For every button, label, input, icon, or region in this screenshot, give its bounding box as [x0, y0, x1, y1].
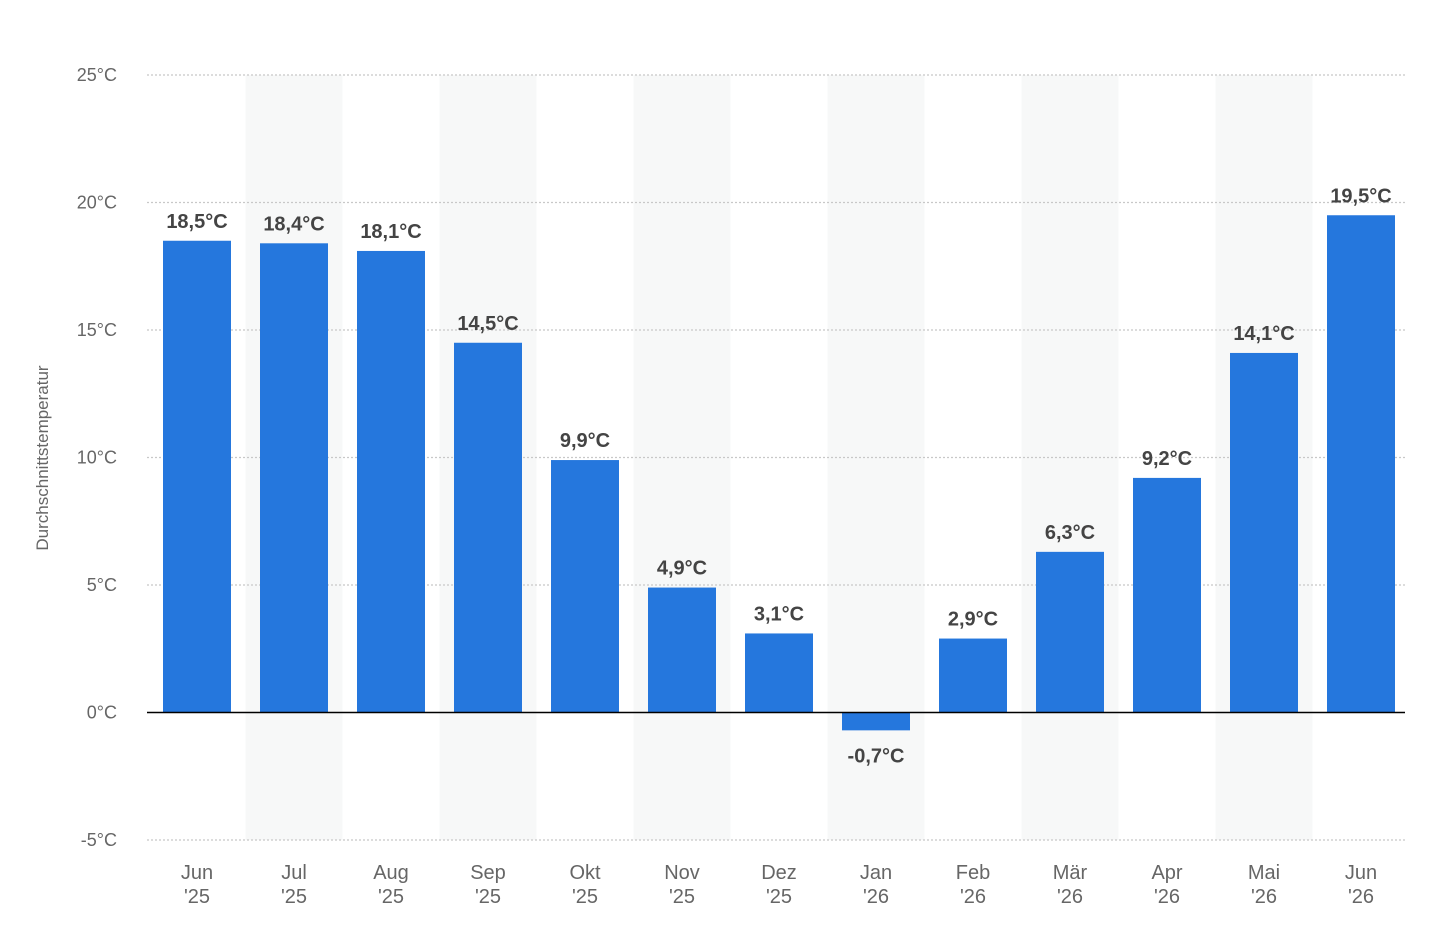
value-label-1: 18,4°C	[263, 213, 324, 235]
value-label-0: 18,5°C	[166, 211, 227, 233]
value-label-7: -0,7°C	[848, 745, 905, 767]
bar-5	[648, 587, 716, 713]
bar-6	[745, 633, 813, 713]
x-tick-label-4: Okt '25	[569, 862, 601, 908]
value-label-3: 14,5°C	[457, 313, 518, 335]
x-tick-label-7: Jan '26	[860, 862, 892, 908]
value-label-9: 6,3°C	[1045, 522, 1095, 544]
x-tick-label-2: Aug '25	[373, 862, 409, 908]
value-label-2: 18,1°C	[360, 221, 421, 243]
x-tick-label-10: Apr '26	[1151, 862, 1182, 908]
bar-0	[163, 240, 231, 713]
value-label-5: 4,9°C	[657, 558, 707, 580]
x-tick-label-11: Mai '26	[1248, 862, 1280, 908]
bar-value-labels: 18,5°C 18,4°C 18,1°C 14,5°C 9,9°C 4,9°C 3,1°C -…	[166, 185, 1391, 767]
value-label-10: 9,2°C	[1142, 448, 1192, 470]
x-tick-label-3: Sep '25	[470, 862, 506, 908]
y-tick-label-6: -5°C	[81, 830, 117, 850]
value-label-12: 19,5°C	[1330, 185, 1391, 207]
value-label-4: 9,9°C	[560, 430, 610, 452]
bar-8	[939, 638, 1007, 713]
x-tick-label-0: Jun '25	[181, 862, 213, 908]
y-tick-label-4: 5°C	[87, 575, 117, 595]
value-label-11: 14,1°C	[1233, 323, 1294, 345]
bar-3	[454, 342, 522, 713]
x-tick-label-5: Nov '25	[664, 862, 700, 908]
y-axis-tick-labels: 25°C 20°C 15°C 10°C 5°C 0°C -5°C	[77, 65, 117, 850]
bars	[163, 215, 1395, 731]
y-tick-label-0: 25°C	[77, 65, 117, 85]
x-tick-label-6: Dez '25	[761, 862, 797, 908]
value-label-6: 3,1°C	[754, 603, 804, 625]
bar-4	[551, 460, 619, 713]
x-tick-label-12: Jun '26	[1345, 862, 1377, 908]
bar-10	[1133, 477, 1201, 713]
bar-11	[1230, 352, 1298, 713]
x-tick-label-1: Jul '25	[281, 862, 307, 908]
bar-12	[1327, 215, 1395, 713]
y-tick-label-1: 20°C	[77, 193, 117, 213]
y-tick-label-3: 10°C	[77, 448, 117, 468]
y-tick-label-5: 0°C	[87, 703, 117, 723]
bar-2	[357, 250, 425, 713]
value-label-8: 2,9°C	[948, 609, 998, 631]
x-axis-tick-labels: Jun '25 Jul '25 Aug '25 Sep '25 Okt '25 Nov '25 Dez '…	[181, 862, 1377, 908]
x-tick-label-8: Feb '26	[956, 862, 990, 908]
x-tick-label-9: Mär '26	[1053, 862, 1088, 908]
bar-7	[842, 712, 910, 731]
y-tick-label-2: 15°C	[77, 320, 117, 340]
bar-1	[260, 243, 328, 713]
bar-9	[1036, 551, 1104, 713]
y-axis-title: Durchschnittstemperatur	[33, 365, 52, 551]
